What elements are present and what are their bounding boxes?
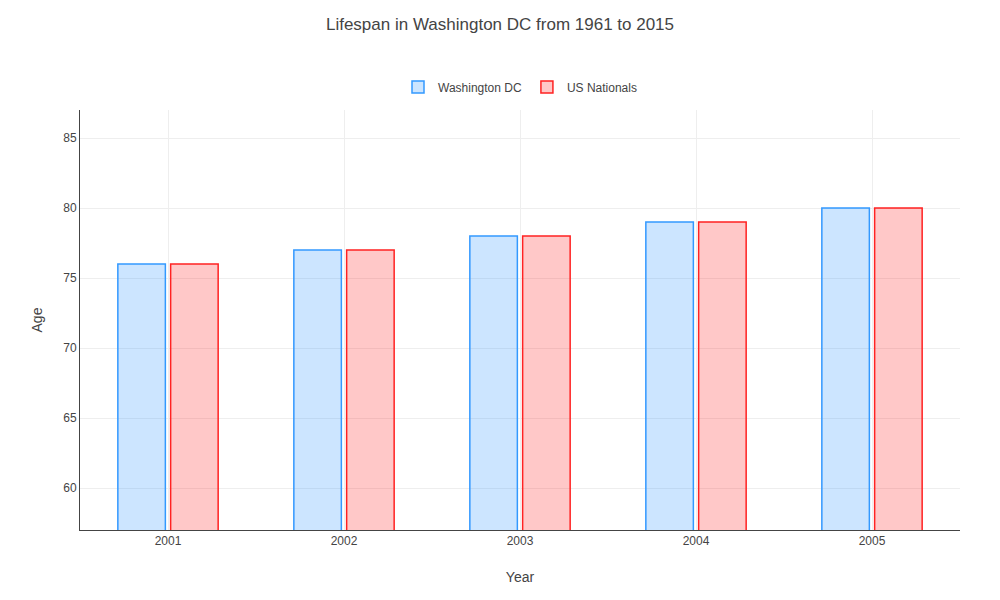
svg-text:2001: 2001 (155, 534, 182, 548)
svg-text:Lifespan in Washington DC from: Lifespan in Washington DC from 1961 to 2… (326, 15, 674, 34)
svg-text:Washington DC: Washington DC (438, 81, 522, 95)
svg-text:2002: 2002 (331, 534, 358, 548)
svg-text:85: 85 (63, 131, 77, 145)
svg-text:Year: Year (506, 569, 535, 585)
svg-text:65: 65 (63, 411, 77, 425)
svg-text:75: 75 (63, 271, 77, 285)
svg-text:2005: 2005 (859, 534, 886, 548)
svg-text:US Nationals: US Nationals (567, 81, 637, 95)
svg-text:2003: 2003 (507, 534, 534, 548)
svg-text:80: 80 (63, 201, 77, 215)
svg-text:60: 60 (63, 481, 77, 495)
svg-text:2004: 2004 (683, 534, 710, 548)
svg-text:70: 70 (63, 341, 77, 355)
svg-text:Age: Age (29, 307, 45, 332)
